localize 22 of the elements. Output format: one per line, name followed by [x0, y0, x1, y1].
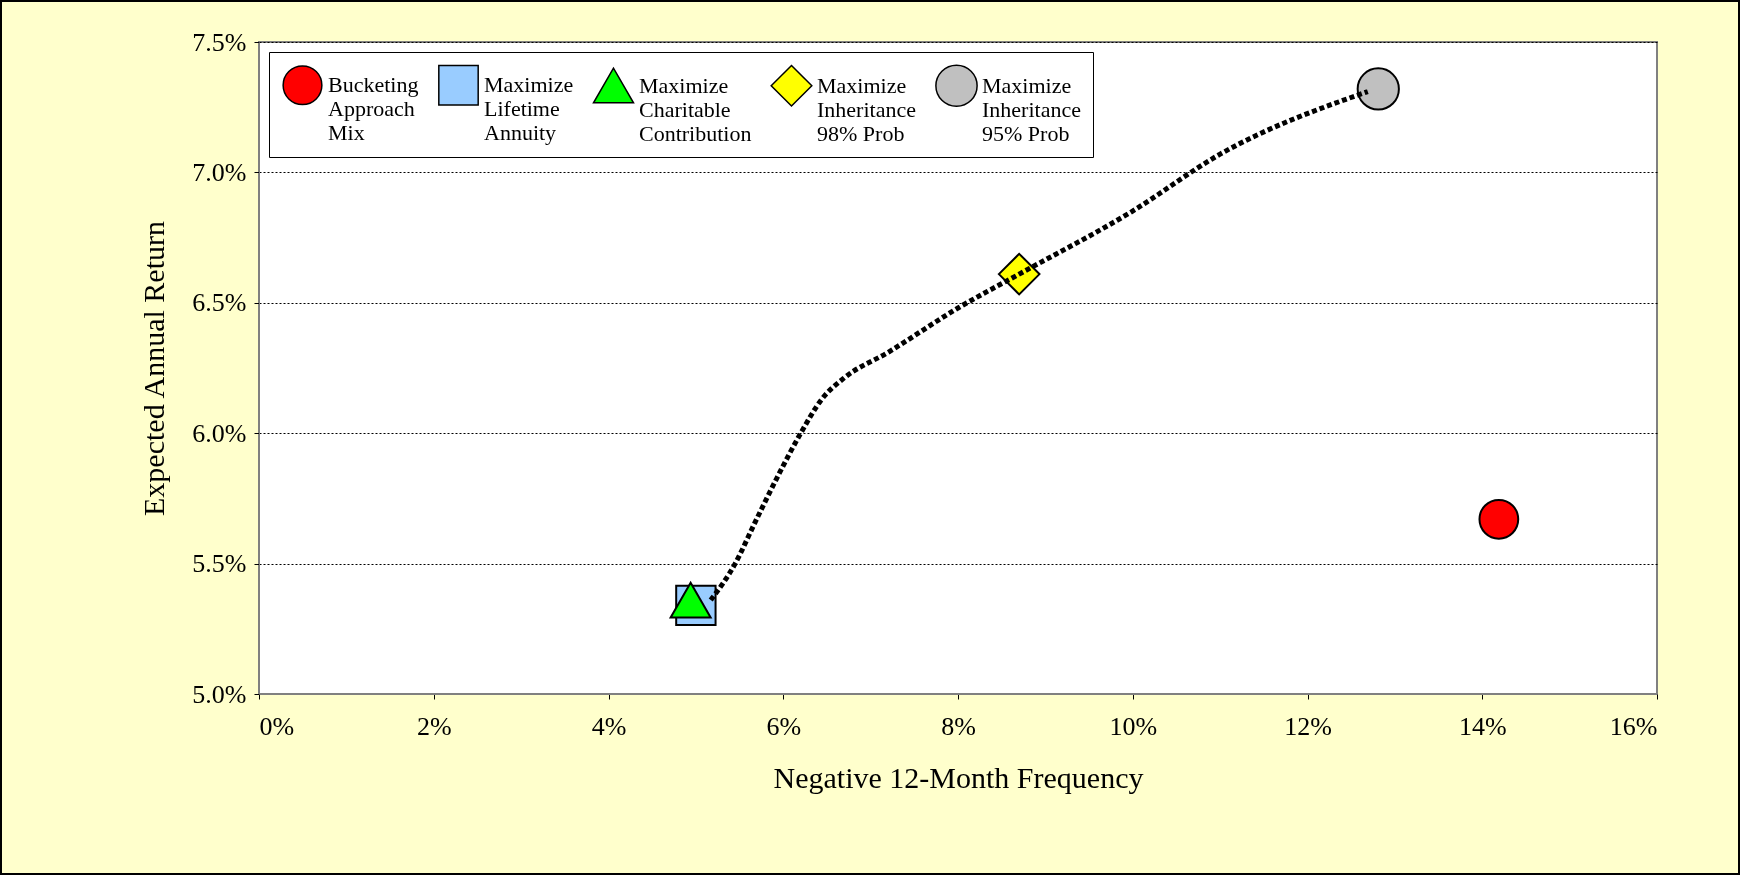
x-tick-label: 4% [591, 711, 627, 741]
legend-label: Maximize Inheritance 95% Prob [982, 72, 1081, 146]
x-tick-label: 16% [1609, 711, 1658, 741]
x-tick-label: 12% [1284, 711, 1332, 741]
y-axis-title: Expected Annual Return [137, 221, 171, 516]
y-tick-label: 5.5% [192, 549, 247, 579]
legend-label: Maximize Charitable Contribution [639, 72, 752, 146]
y-tick-label: 6.5% [192, 288, 247, 318]
y-tick-label: 7.0% [192, 157, 247, 187]
y-tick-label: 5.0% [192, 679, 247, 709]
y-tick-label: 7.5% [192, 27, 247, 57]
x-tick-label: 6% [766, 711, 802, 741]
x-axis-title: Negative 12-Month Frequency [773, 760, 1144, 794]
x-tick-label: 8% [941, 711, 976, 741]
y-tick-label: 6.0% [192, 418, 247, 448]
legend-label: Maximize Inheritance 98% Prob [817, 72, 916, 146]
x-tick-label: 14% [1458, 711, 1507, 741]
x-tick-label: 10% [1109, 711, 1158, 741]
legend-label: Maximize Lifetime Annuity [484, 72, 574, 146]
legend-label: Bucketing Approach Mix [328, 72, 419, 146]
x-tick-label: 2% [416, 711, 452, 741]
x-tick-label: 0% [259, 711, 295, 741]
